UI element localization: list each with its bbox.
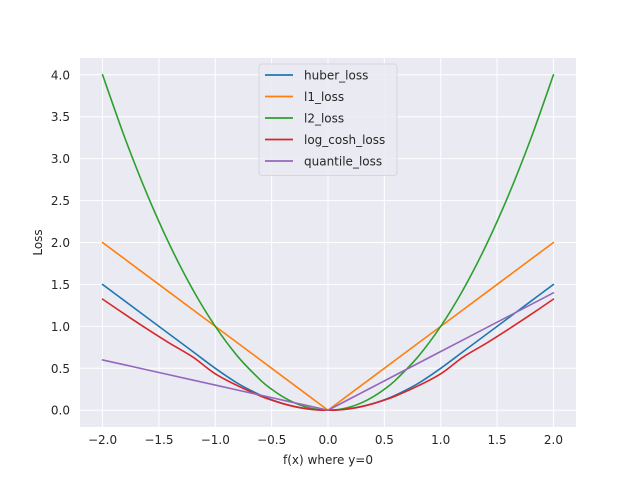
y-axis-ticks: 0.0 0.5 1.0 1.5 2.0 2.5 3.0 3.5 4.0 <box>51 68 70 417</box>
y-tick-label: 0.5 <box>51 362 70 376</box>
series-lines <box>101 73 555 412</box>
x-tick-label: −0.5 <box>257 433 286 447</box>
x-tick-label: 1.0 <box>431 433 450 447</box>
legend-label: l1_loss <box>304 90 344 104</box>
x-tick-label: −1.0 <box>201 433 230 447</box>
x-axis-label: f(x) where y=0 <box>283 453 373 467</box>
y-tick-label: 3.0 <box>51 152 70 166</box>
x-tick-label: −1.5 <box>144 433 173 447</box>
y-tick-label: 0.0 <box>51 404 70 418</box>
x-tick-label: 1.5 <box>488 433 507 447</box>
legend: huber_loss l1_loss l2_loss log_cosh_lossqua… <box>258 63 398 176</box>
y-tick-label: 2.5 <box>51 194 70 208</box>
y-tick-label: 4.0 <box>51 68 70 82</box>
x-tick-label: −2.0 <box>88 433 117 447</box>
x-tick-label: 2.0 <box>544 433 563 447</box>
series-line-quantile-loss <box>101 292 555 412</box>
x-tick-label: 0.5 <box>375 433 394 447</box>
y-axis-label: Loss <box>31 229 45 255</box>
y-tick-label: 1.0 <box>51 320 70 334</box>
x-tick-label: 0.0 <box>318 433 337 447</box>
legend-box <box>258 63 398 176</box>
legend-label: huber_loss <box>304 69 368 83</box>
legend-label: quantile_loss <box>304 155 382 169</box>
x-axis-ticks: −2.0 −1.5 −1.0 −0.5 0.0 0.5 1.0 1.5 2.0 <box>88 433 563 447</box>
legend-label: log_cosh_loss <box>304 133 385 147</box>
legend-label: l2_loss <box>304 112 344 126</box>
y-tick-label: 3.5 <box>51 110 70 124</box>
y-tick-label: 2.0 <box>51 236 70 250</box>
y-tick-label: 1.5 <box>51 278 70 292</box>
